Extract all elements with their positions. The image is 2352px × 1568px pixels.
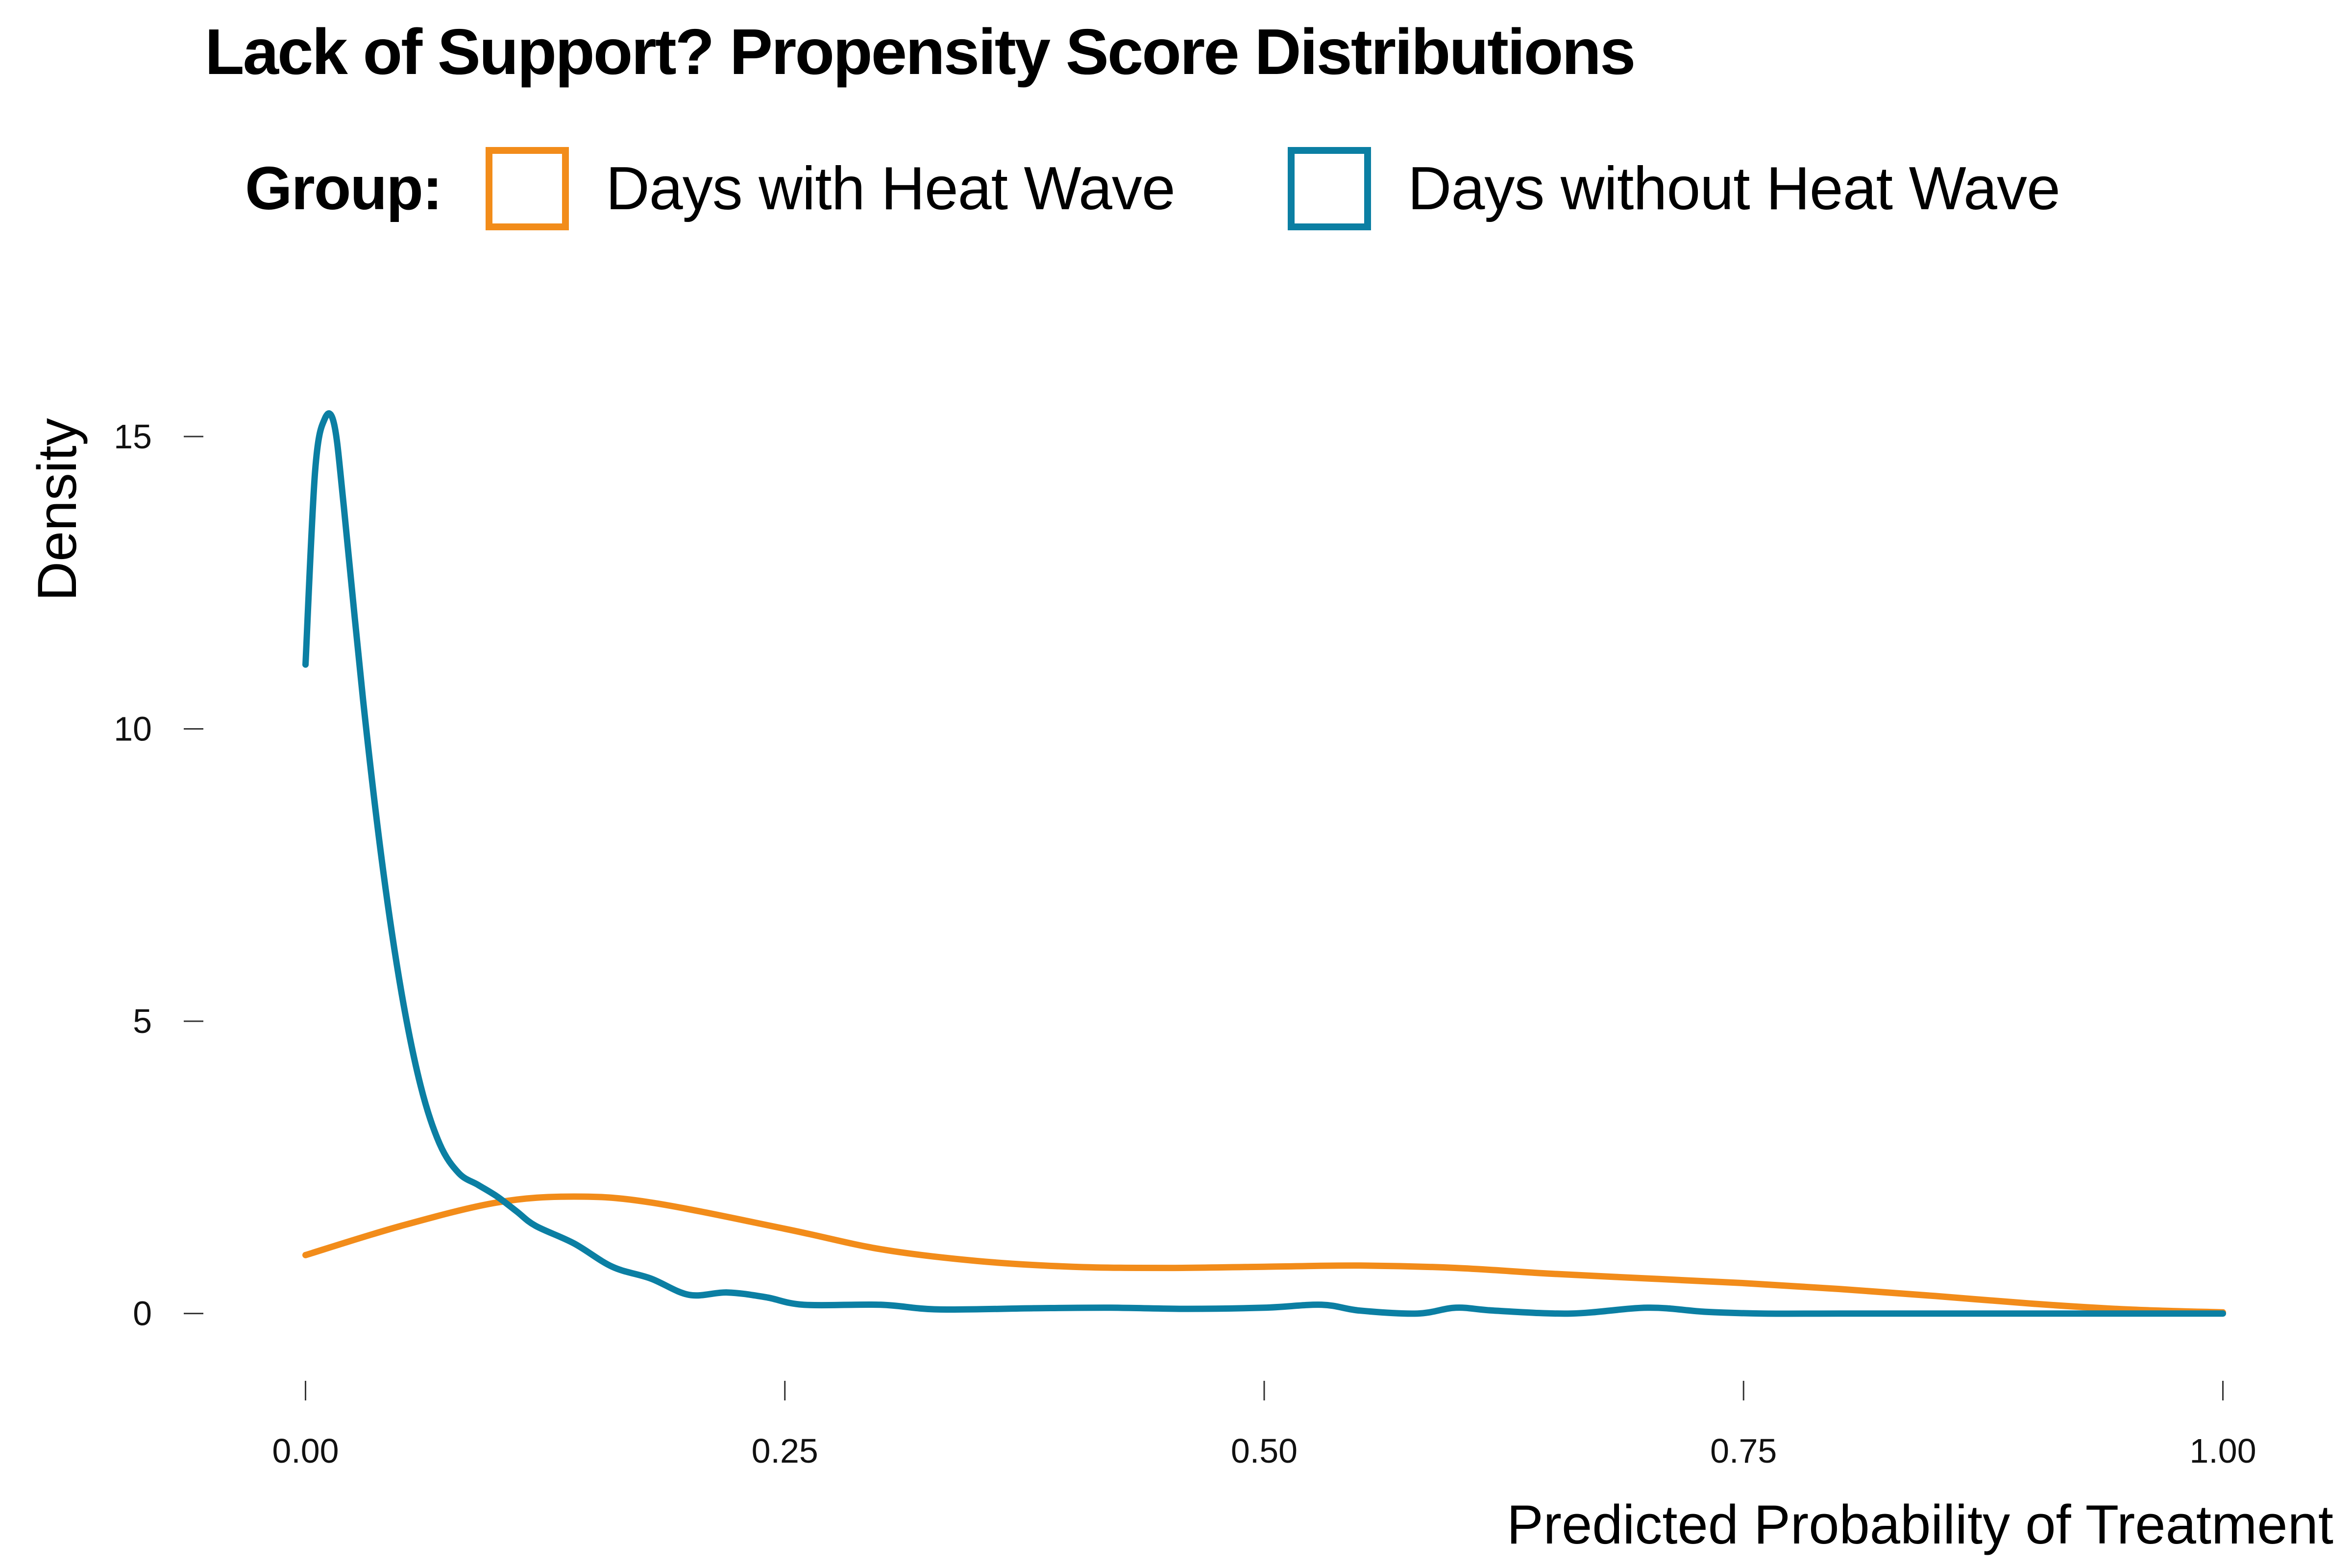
legend-label-heat-wave: Days with Heat Wave: [606, 155, 1176, 222]
legend-key-heat-wave: [486, 147, 569, 230]
legend-key-no-heat-wave: [1287, 147, 1371, 230]
x-tick-label-3: 0.75: [1710, 1432, 1777, 1470]
series-line-heat-wave: [302, 1193, 2226, 1316]
x-axis: 0.00 0.25 0.50 0.75 1.00: [272, 1381, 2256, 1470]
y-tick-label-1: 5: [133, 1002, 152, 1040]
y-tick-label-0: 0: [133, 1295, 152, 1333]
chart-title: Lack of Support? Propensity Score Distri…: [205, 16, 1636, 88]
legend-title: Group:: [245, 155, 442, 222]
x-tick-label-4: 1.00: [2189, 1432, 2256, 1470]
y-tick-label-2: 10: [114, 710, 152, 748]
y-tick-label-3: 15: [114, 417, 152, 456]
series-layer: [302, 410, 2226, 1317]
legend: Group: Days with Heat Wave Days without …: [245, 142, 2173, 235]
legend-label-no-heat-wave: Days without Heat Wave: [1407, 155, 2060, 222]
y-axis: 0 5 10 15: [114, 417, 203, 1333]
x-tick-label-0: 0.00: [272, 1432, 339, 1470]
x-axis-title: Predicted Probability of Treatment: [1507, 1494, 2333, 1555]
x-tick-label-2: 0.50: [1231, 1432, 1298, 1470]
y-axis-title: Density: [26, 418, 88, 601]
series-line-no-heat-wave: [302, 410, 2226, 1317]
x-tick-label-1: 0.25: [752, 1432, 818, 1470]
